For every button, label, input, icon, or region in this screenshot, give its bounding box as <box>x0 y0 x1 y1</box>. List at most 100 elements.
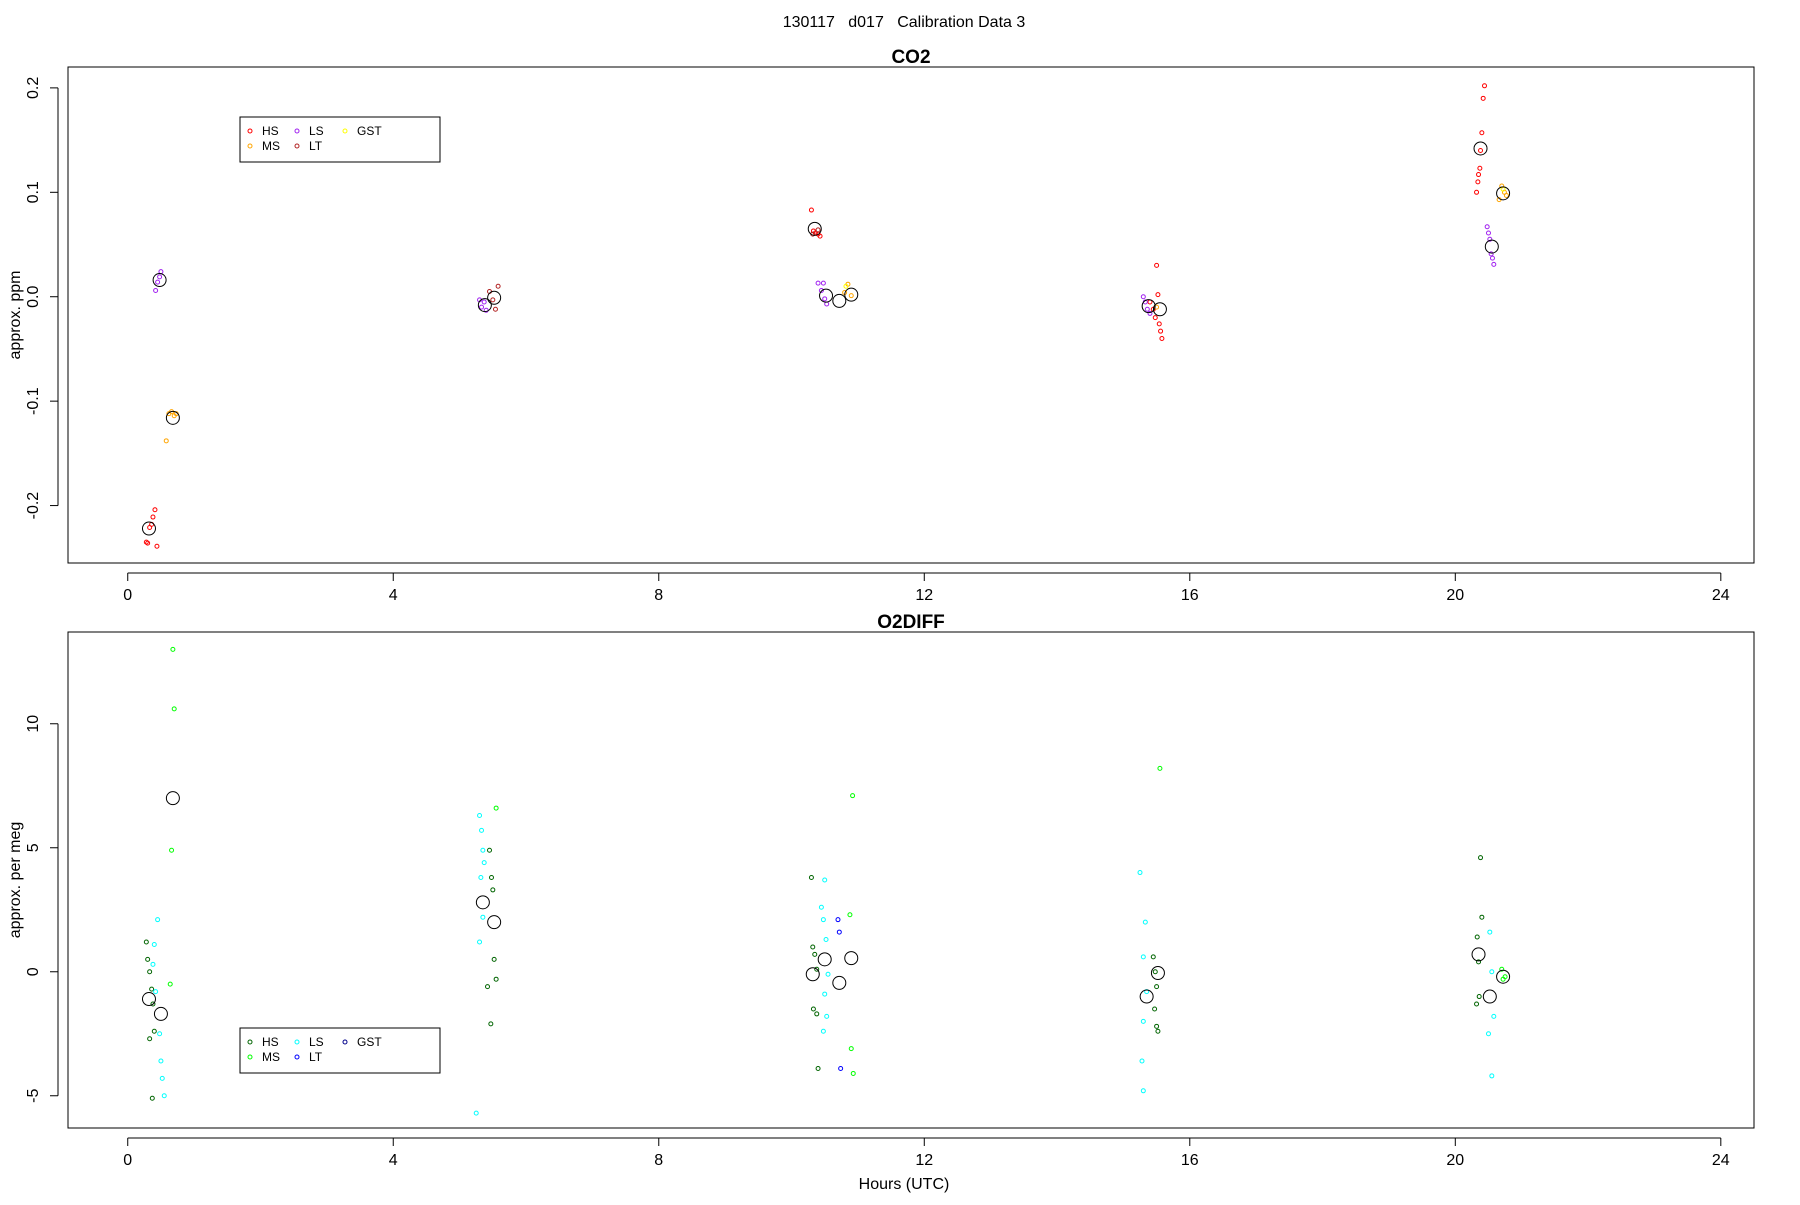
data-point <box>1154 1023 1160 1029</box>
data-point <box>1156 321 1162 327</box>
legend-box <box>239 1027 441 1074</box>
data-point <box>145 956 151 962</box>
data-point <box>163 438 169 444</box>
y-tick-label: 10 <box>25 715 42 733</box>
data-point <box>149 1095 155 1101</box>
mean-marker <box>844 951 859 966</box>
data-point <box>1139 1058 1145 1064</box>
legend-marker <box>294 143 300 149</box>
data-point <box>1154 984 1160 990</box>
data-point <box>810 944 816 950</box>
mean-marker <box>1141 299 1156 314</box>
y-tick-label: 0.1 <box>25 181 42 203</box>
data-point <box>1142 919 1148 925</box>
data-point <box>158 1058 164 1064</box>
data-point <box>848 293 854 299</box>
legend-marker <box>342 1039 348 1045</box>
series-lt <box>487 227 821 312</box>
series-ls <box>150 813 1497 1116</box>
data-point <box>171 706 177 712</box>
plot-frame <box>67 631 1755 1129</box>
x-tick-label: 0 <box>123 1152 132 1169</box>
data-point <box>820 1028 826 1034</box>
data-point <box>1154 262 1160 268</box>
data-point <box>1482 83 1488 89</box>
series-gst <box>843 186 1506 289</box>
data-point <box>812 951 818 957</box>
data-point <box>491 956 497 962</box>
data-point <box>817 233 823 239</box>
legend-label: GST <box>357 1035 382 1049</box>
data-point <box>1147 310 1153 316</box>
series-hs <box>143 847 1485 1101</box>
data-point <box>481 860 487 866</box>
data-point <box>1477 165 1483 171</box>
data-point <box>170 646 176 652</box>
data-point <box>480 914 486 920</box>
y-tick-label: -0.1 <box>25 387 42 415</box>
mean-marker <box>1139 989 1154 1004</box>
legend-box <box>239 116 441 163</box>
data-point <box>487 847 492 853</box>
mean-marker <box>1152 302 1167 317</box>
series-lt <box>835 917 844 1071</box>
data-point <box>808 207 814 213</box>
x-axis-label: Hours (UTC) <box>859 1176 950 1193</box>
data-point <box>820 917 826 923</box>
data-point <box>1485 230 1491 236</box>
data-point <box>848 1046 854 1052</box>
data-point <box>153 989 159 995</box>
x-tick-label: 4 <box>389 1152 398 1169</box>
data-point <box>838 1065 844 1071</box>
x-tick-label: 20 <box>1446 1152 1464 1169</box>
mean-marker <box>1471 947 1486 962</box>
data-point <box>478 875 484 881</box>
y-tick-label: -5 <box>25 1089 42 1103</box>
data-point <box>1489 1073 1495 1079</box>
mean-marker <box>487 290 502 305</box>
y-tick-label: 5 <box>25 843 42 852</box>
data-point <box>1474 934 1480 940</box>
x-tick-label: 4 <box>389 587 398 604</box>
data-point <box>1480 95 1486 101</box>
data-point <box>149 986 155 992</box>
mean-marker <box>844 287 859 302</box>
data-point <box>1140 954 1146 960</box>
data-point <box>835 917 841 923</box>
legend-marker <box>294 128 300 134</box>
legend-label: LS <box>309 1035 324 1049</box>
mean-marker <box>141 992 156 1007</box>
x-tick-label: 12 <box>915 587 933 604</box>
data-point <box>150 961 156 967</box>
mean-marker <box>487 915 502 930</box>
data-point <box>822 296 828 302</box>
data-point <box>477 813 483 819</box>
data-point <box>1155 292 1161 298</box>
data-point <box>153 287 159 293</box>
y-tick-label: 0.2 <box>25 77 42 99</box>
y-axis-label: approx. per meg <box>7 822 24 939</box>
legend-marker <box>294 1054 300 1060</box>
series-ms <box>167 646 1508 1076</box>
x-tick-label: 24 <box>1712 1152 1730 1169</box>
data-point <box>820 280 826 286</box>
legend-marker <box>342 128 348 134</box>
chart-panel-1: O2DIFF 0 4 8 12 16 20 24 -5 0 5 10 approx. per meg HS… <box>7 612 1755 1169</box>
series-ls <box>153 224 1497 316</box>
data-point <box>477 939 483 945</box>
mean-marker <box>152 273 167 288</box>
legend-marker <box>247 1054 253 1060</box>
x-tick-label: 0 <box>123 587 132 604</box>
x-tick-label: 20 <box>1446 587 1464 604</box>
data-point <box>154 543 160 549</box>
data-point <box>479 304 485 310</box>
data-point <box>485 984 491 990</box>
data-point <box>822 991 828 997</box>
data-point <box>1489 969 1495 975</box>
legend-marker <box>247 143 253 149</box>
mean-marker <box>817 952 832 967</box>
data-point <box>1488 251 1494 257</box>
